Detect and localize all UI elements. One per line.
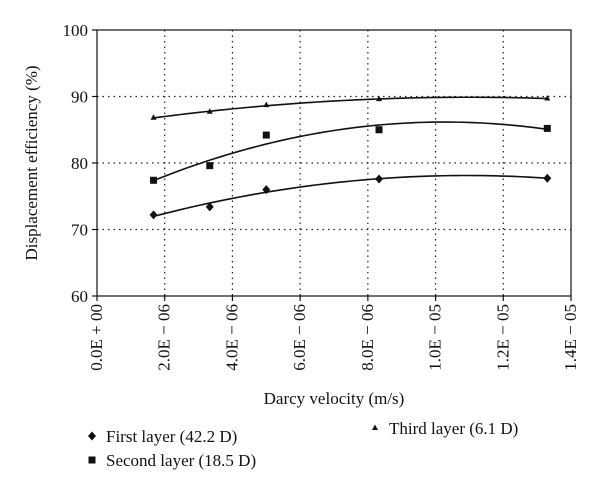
trendline-series-1 [153, 174, 548, 218]
data-point-series-2 [543, 124, 551, 132]
data-point-series-1 [205, 202, 214, 212]
y-tick-label: 70 [71, 221, 88, 240]
data-point-series-3 [263, 101, 270, 108]
data-point-series-3 [544, 94, 551, 101]
y-tick-label: 60 [71, 287, 88, 306]
data-point-series-3 [150, 114, 157, 120]
data-points [149, 94, 552, 220]
data-point-series-2 [375, 126, 383, 134]
legend-item-series-3: Third layer (6.1 D) [372, 419, 518, 438]
trendline-series-3 [153, 96, 548, 119]
y-tick-label: 90 [71, 88, 88, 107]
legend-item-series-1: First layer (42.2 D) [88, 427, 237, 446]
legend-label: Second layer (18.5 D) [106, 451, 256, 470]
legend: First layer (42.2 D) Second layer (18.5 D… [88, 419, 518, 470]
legend-label: First layer (42.2 D) [106, 427, 237, 446]
data-point-series-3 [376, 95, 383, 102]
x-tick-label: 1.0E − 05 [426, 304, 445, 371]
y-axis-title: Displacement efficiency (%) [22, 65, 41, 260]
y-tick-label: 80 [71, 154, 88, 173]
legend-item-series-2: Second layer (18.5 D) [88, 451, 256, 470]
data-point-series-1 [149, 210, 158, 220]
legend-marker-square [88, 456, 96, 464]
x-axis-ticks: 0.0E + 00 2.0E − 06 4.0E − 06 6.0E − 06 8.0E… [87, 296, 580, 371]
data-point-series-2 [262, 131, 270, 139]
legend-marker-triangle [372, 424, 378, 430]
data-point-series-2 [206, 162, 214, 170]
x-tick-label: 2.0E − 06 [155, 304, 174, 371]
x-tick-label: 8.0E − 06 [358, 304, 377, 371]
data-point-series-1 [262, 185, 271, 195]
data-point-series-1 [543, 173, 552, 183]
legend-marker-diamond [88, 431, 96, 441]
data-point-series-2 [150, 176, 158, 184]
data-point-series-1 [375, 174, 384, 184]
x-tick-label: 0.0E + 00 [87, 304, 106, 371]
x-tick-label: 4.0E − 06 [222, 304, 241, 371]
data-point-series-3 [206, 108, 213, 114]
x-tick-label: 6.0E − 06 [290, 304, 309, 371]
x-tick-label: 1.4E − 05 [561, 304, 580, 371]
trendlines [153, 96, 548, 218]
legend-label: Third layer (6.1 D) [389, 419, 518, 438]
x-axis-title: Darcy velocity (m/s) [264, 389, 405, 408]
grid-lines [97, 30, 571, 296]
x-tick-label: 1.2E − 05 [493, 304, 512, 371]
y-tick-label: 100 [63, 21, 89, 40]
y-axis-ticks: 60 70 80 90 100 [63, 21, 97, 306]
trendline-series-2 [153, 121, 548, 182]
